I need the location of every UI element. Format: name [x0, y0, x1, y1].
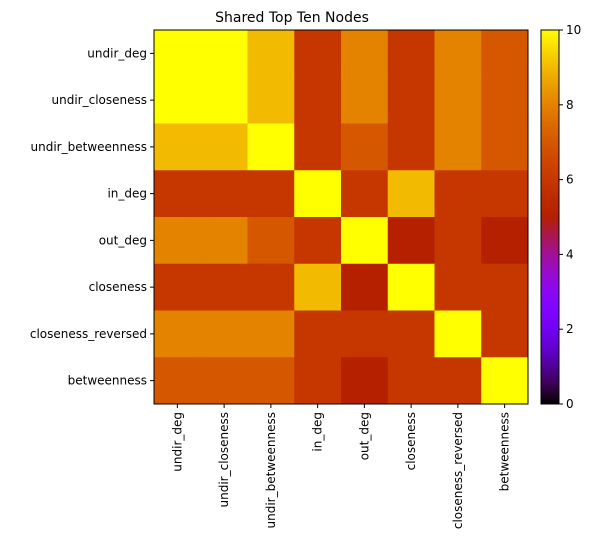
heatmap-cell: [154, 123, 202, 171]
heatmap-cells: [154, 30, 529, 405]
heatmap-cell: [294, 357, 342, 405]
heatmap-cell: [154, 170, 202, 218]
heatmap-cell: [341, 76, 389, 124]
y-tick-label: betweenness: [68, 374, 147, 388]
heatmap-cell: [341, 123, 389, 171]
heatmap-cell: [200, 123, 248, 171]
y-tick-label: closeness: [89, 280, 147, 294]
heatmap-cell: [481, 170, 529, 218]
heatmap-cell: [294, 310, 342, 358]
plot-frame: [153, 29, 529, 405]
colorbar: [541, 30, 559, 404]
colorbar-tick-label: 8: [566, 98, 574, 112]
colorbar-tick-label: 6: [566, 173, 574, 187]
heatmap-cell: [294, 123, 342, 171]
heatmap-cell: [247, 357, 295, 405]
heatmap-cell: [154, 76, 202, 124]
heatmap-cell: [341, 357, 389, 405]
x-tick-label: betweenness: [498, 412, 512, 491]
heatmap-cell: [154, 217, 202, 265]
colorbar-axis: 0 2 4 6 8 10: [559, 23, 581, 411]
colorbar-tick-label: 4: [566, 247, 574, 261]
heatmap-cell: [247, 217, 295, 265]
x-tick-label: undir_closeness: [217, 412, 231, 508]
colorbar-tick-label: 10: [566, 23, 581, 37]
heatmap-cell: [341, 263, 389, 311]
x-tick-label: undir_betweenness: [264, 412, 278, 528]
heatmap-cell: [481, 357, 529, 405]
heatmap-cell: [481, 30, 529, 78]
heatmap-cell: [387, 76, 435, 124]
heatmap-cell: [481, 263, 529, 311]
heatmap-cell: [434, 123, 482, 171]
heatmap-cell: [154, 263, 202, 311]
heatmap-cell: [341, 310, 389, 358]
heatmap-cell: [434, 30, 482, 78]
heatmap-cell: [200, 310, 248, 358]
heatmap-cell: [200, 30, 248, 78]
heatmap-cell: [341, 30, 389, 78]
heatmap-cell: [200, 357, 248, 405]
heatmap-cell: [434, 76, 482, 124]
y-tick-label: in_deg: [107, 187, 147, 201]
heatmap-cell: [434, 310, 482, 358]
heatmap-cell: [387, 357, 435, 405]
x-tick-label: closeness_reversed: [451, 412, 465, 529]
heatmap-cell: [247, 76, 295, 124]
heatmap-cell: [481, 217, 529, 265]
heatmap-cell: [481, 310, 529, 358]
heatmap-cell: [247, 170, 295, 218]
heatmap-cell: [294, 30, 342, 78]
heatmap-cell: [387, 263, 435, 311]
heatmap-cell: [247, 123, 295, 171]
y-tick-label: closeness_reversed: [30, 327, 147, 341]
heatmap-cell: [434, 263, 482, 311]
heatmap-cell: [247, 263, 295, 311]
colorbar-tick-label: 2: [566, 322, 574, 336]
heatmap-cell: [387, 217, 435, 265]
colorbar-frame: [540, 29, 560, 405]
x-axis: undir_deg undir_closeness undir_betweennes…: [170, 404, 512, 529]
y-tick-label: out_deg: [99, 233, 147, 247]
heatmap-cell: [247, 310, 295, 358]
heatmap-cell: [294, 217, 342, 265]
x-tick-label: undir_deg: [170, 412, 184, 472]
x-tick-label: in_deg: [311, 412, 325, 452]
heatmap-cell: [434, 357, 482, 405]
heatmap-cell: [341, 217, 389, 265]
heatmap-cell: [200, 170, 248, 218]
x-tick-label: out_deg: [357, 412, 371, 460]
heatmap-cell: [294, 170, 342, 218]
heatmap-cell: [387, 170, 435, 218]
y-tick-label: undir_deg: [87, 46, 147, 60]
heatmap-cell: [200, 263, 248, 311]
heatmap-cell: [154, 30, 202, 78]
heatmap-cell: [387, 30, 435, 78]
x-tick-label: closeness: [404, 412, 418, 470]
heatmap-cell: [387, 123, 435, 171]
heatmap-cell: [341, 170, 389, 218]
heatmap-cell: [247, 30, 295, 78]
heatmap-cell: [294, 76, 342, 124]
chart-title: Shared Top Ten Nodes: [215, 10, 369, 26]
y-axis: undir_deg undir_closeness undir_betweennes…: [30, 46, 154, 388]
heatmap-cell: [434, 170, 482, 218]
heatmap-cell: [200, 76, 248, 124]
heatmap-cell: [434, 217, 482, 265]
heatmap-cell: [387, 310, 435, 358]
heatmap-cell: [154, 357, 202, 405]
heatmap-cell: [294, 263, 342, 311]
colorbar-tick-label: 0: [566, 397, 574, 411]
heatmap-cell: [200, 217, 248, 265]
heatmap-cell: [481, 76, 529, 124]
heatmap-cell: [154, 310, 202, 358]
y-tick-label: undir_closeness: [52, 93, 148, 107]
heatmap-cell: [481, 123, 529, 171]
y-tick-label: undir_betweenness: [31, 140, 147, 154]
